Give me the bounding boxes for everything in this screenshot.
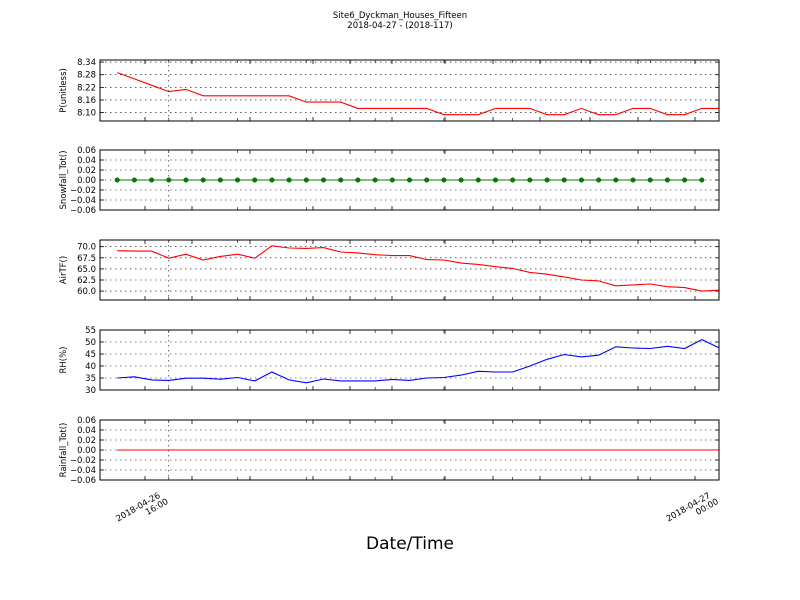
y-tick-label: 0.02 (77, 436, 96, 446)
y-tick-label: 62.5 (77, 276, 96, 286)
y-tick-label: −0.02 (70, 456, 96, 466)
y-tick-label: 50 (85, 338, 96, 348)
y-tick-label: 0.00 (77, 446, 96, 456)
data-point (217, 177, 223, 183)
data-point (424, 177, 430, 183)
data-point (338, 177, 344, 183)
y-tick-label: 8.16 (77, 96, 96, 106)
y-tick-label: 8.10 (77, 109, 96, 119)
y-tick-label: 67.5 (77, 254, 96, 264)
data-point (441, 177, 447, 183)
data-point (372, 177, 378, 183)
data-point (613, 177, 619, 183)
y-tick-label: −0.06 (70, 206, 96, 216)
y-axis-label: RH(%) (59, 346, 69, 373)
chart-title: Site6_Dyckman_Houses_Fifteen (332, 11, 468, 21)
axes-frame (99, 419, 720, 481)
y-tick-label: 0.02 (77, 166, 96, 176)
data-point (699, 177, 705, 183)
data-point (269, 177, 275, 183)
data-point (527, 177, 533, 183)
data-point (561, 177, 567, 183)
data-point (475, 177, 481, 183)
x-axis-label: Date/Time (366, 534, 454, 554)
data-point (321, 177, 327, 183)
data-point (630, 177, 636, 183)
data-point (286, 177, 292, 183)
data-point (544, 177, 550, 183)
data-point (596, 177, 602, 183)
y-tick-label: 0.00 (77, 176, 96, 186)
data-point (114, 177, 120, 183)
y-tick-label: 0.04 (77, 426, 96, 436)
axes-frame (99, 59, 720, 122)
data-point (183, 177, 189, 183)
axes-frame (99, 149, 720, 211)
y-tick-label: −0.06 (70, 476, 96, 486)
series-line (117, 338, 720, 384)
series-line (117, 245, 720, 292)
data-point (303, 177, 309, 183)
data-point (149, 177, 155, 183)
data-point (235, 177, 241, 183)
series-line (117, 72, 719, 116)
data-point (252, 177, 258, 183)
y-axis-label: Snowfall_Tot() (59, 150, 69, 209)
data-point (578, 177, 584, 183)
data-point (407, 177, 413, 183)
y-tick-label: 8.34 (77, 58, 96, 68)
y-tick-label: −0.02 (70, 186, 96, 196)
data-point (200, 177, 206, 183)
y-axis-label: AirTF() (59, 256, 69, 284)
data-point (510, 177, 516, 183)
data-point (355, 177, 361, 183)
data-point (682, 177, 688, 183)
data-point (647, 177, 653, 183)
y-tick-label: 0.06 (77, 416, 96, 426)
y-tick-label: 35 (85, 374, 96, 384)
y-axis-label: P(unitless) (59, 68, 69, 113)
y-tick-label: 30 (85, 386, 96, 396)
y-tick-label: 70.0 (77, 243, 96, 253)
y-tick-label: 0.06 (77, 146, 96, 156)
y-tick-label: 40 (85, 362, 96, 372)
y-tick-label: 45 (85, 350, 96, 360)
data-point (458, 177, 464, 183)
y-tick-label: 8.28 (77, 71, 96, 81)
data-point (166, 177, 172, 183)
y-tick-label: 60.0 (77, 287, 96, 297)
chart-subtitle: 2018-04-27 - (2018-117) (347, 21, 453, 31)
data-point (131, 177, 137, 183)
y-tick-label: 55 (85, 326, 96, 336)
data-point (664, 177, 670, 183)
y-tick-label: 0.04 (77, 156, 96, 166)
axes-frame (99, 329, 720, 391)
y-tick-label: 8.22 (77, 83, 96, 93)
y-tick-label: −0.04 (70, 466, 96, 476)
y-axis-label: Rainfall_Tot() (59, 423, 69, 478)
data-point (389, 177, 395, 183)
y-tick-label: 65.0 (77, 265, 96, 275)
axes-frame (99, 239, 720, 301)
data-point (492, 177, 498, 183)
y-tick-label: −0.04 (70, 196, 96, 206)
